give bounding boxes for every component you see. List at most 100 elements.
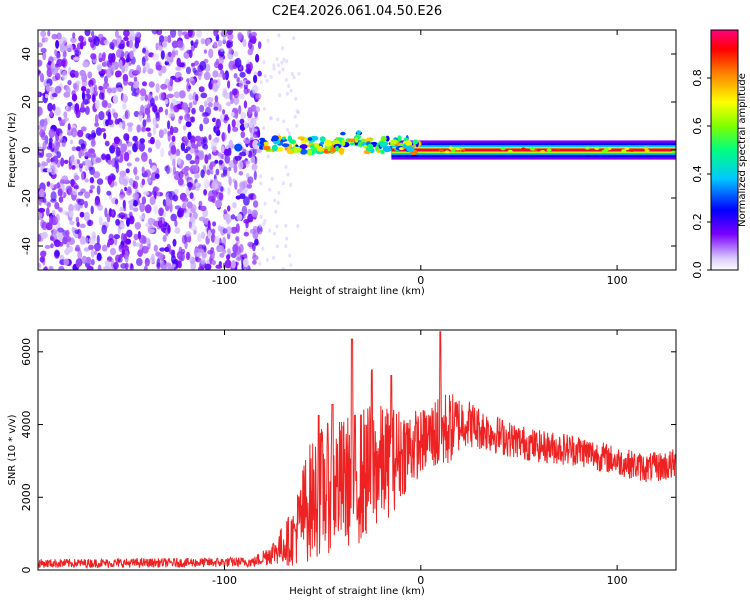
heatmap-cell — [405, 140, 411, 146]
colorbar-tick-label: 0.2 — [691, 213, 704, 231]
heatmap-cell — [221, 145, 225, 153]
heatmap-cell — [330, 147, 337, 153]
heatmap-cell — [98, 216, 103, 226]
x-tick-label: 0 — [417, 574, 424, 587]
heatmap-cell — [38, 42, 43, 48]
heatmap-cell — [101, 61, 107, 67]
heatmap-cell — [83, 247, 90, 252]
heatmap-cell — [61, 175, 69, 182]
heatmap-cell — [183, 136, 189, 142]
heatmap-cell — [241, 205, 248, 216]
heatmap-cell — [259, 215, 263, 219]
heatmap-cell — [81, 90, 86, 101]
heatmap-cell — [214, 235, 220, 245]
heatmap-cell — [448, 146, 454, 150]
heatmap-cell — [126, 229, 133, 238]
colorbar-frame — [710, 29, 739, 271]
heatmap-cell — [215, 118, 221, 129]
heatmap-cell — [170, 145, 177, 155]
heatmap-cell — [174, 128, 179, 133]
heatmap-cell — [168, 249, 176, 255]
heatmap-cell — [555, 148, 561, 152]
heatmap-cell — [231, 260, 236, 269]
heatmap-cell — [177, 260, 182, 269]
heatmap-cell — [103, 266, 111, 270]
heatmap-cell — [230, 214, 236, 220]
heatmap-cell — [58, 241, 64, 247]
heatmap-cell — [74, 175, 80, 181]
heatmap-cell — [284, 244, 288, 249]
heatmap-cell — [273, 198, 277, 203]
heatmap-cell — [76, 221, 80, 227]
heatmap-cell — [206, 97, 214, 103]
spectrogram-cells — [38, 30, 676, 270]
heatmap-cell — [546, 148, 552, 152]
heatmap-cell — [251, 37, 257, 45]
heatmap-cell — [263, 201, 267, 206]
heatmap-cell — [185, 251, 191, 261]
heatmap-cell — [107, 175, 113, 185]
heatmap-cell — [412, 139, 419, 145]
heatmap-cell — [49, 183, 55, 189]
heatmap-cell — [173, 91, 180, 99]
heatmap-cell — [50, 243, 54, 249]
heatmap-cell — [444, 150, 450, 154]
heatmap-cell — [210, 169, 214, 175]
heatmap-cell — [111, 87, 117, 94]
heatmap-cell — [227, 80, 231, 89]
heatmap-cell — [172, 238, 177, 247]
heatmap-cell — [277, 70, 281, 75]
heatmap-cell — [99, 39, 103, 45]
heatmap-cell — [397, 135, 402, 142]
heatmap-cell — [222, 228, 228, 234]
heatmap-cell — [186, 182, 193, 188]
heatmap-cell — [44, 36, 49, 43]
heatmap-cell — [143, 265, 148, 270]
heatmap-cell — [132, 79, 140, 89]
heatmap-cell — [171, 135, 176, 142]
heatmap-cell — [247, 213, 254, 223]
heatmap-cell — [93, 171, 101, 179]
colorbar: 0.0 0.2 0.4 0.6 0.8 Normalized spectral ampl… — [691, 29, 748, 279]
heatmap-cell — [275, 224, 279, 229]
heatmap-cell — [48, 128, 55, 138]
heatmap-cell — [132, 192, 139, 200]
heatmap-cell — [259, 181, 263, 186]
heatmap-cell — [367, 143, 374, 151]
heatmap-cell — [71, 127, 78, 138]
heatmap-cell — [277, 33, 281, 38]
heatmap-cell — [269, 75, 273, 79]
heatmap-cell — [155, 83, 160, 93]
heatmap-cell — [292, 75, 296, 80]
heatmap-cell — [253, 116, 259, 121]
heatmap-cell — [98, 92, 104, 100]
heatmap-cell — [163, 35, 168, 43]
heatmap-cell — [262, 222, 266, 227]
heatmap-cell — [123, 133, 130, 141]
heatmap-cell — [84, 191, 91, 199]
heatmap-cell — [195, 39, 199, 45]
y-tick-label: 0 — [20, 147, 33, 154]
heatmap-cell — [41, 231, 48, 239]
heatmap-cell — [124, 62, 129, 72]
heatmap-cell — [126, 122, 134, 127]
heatmap-cell — [380, 150, 385, 155]
heatmap-cell — [66, 44, 74, 52]
heatmap-cell — [88, 237, 96, 245]
heatmap-cell — [213, 30, 219, 37]
heatmap-cell — [84, 159, 91, 166]
heatmap-cell — [198, 86, 205, 93]
heatmap-cell — [167, 224, 171, 234]
heatmap-cell — [63, 159, 69, 164]
heatmap-cell — [151, 30, 159, 35]
heatmap-cell — [124, 186, 128, 192]
heatmap-cell — [80, 40, 84, 50]
heatmap-cell — [69, 139, 74, 145]
heatmap-cell — [121, 249, 126, 256]
heatmap-cell — [130, 33, 137, 38]
heatmap-cell — [363, 150, 371, 155]
heatmap-cell — [199, 205, 207, 212]
heatmap-cell — [132, 180, 139, 190]
spectrogram-ylabel: Frequency (Hz) — [7, 112, 18, 188]
heatmap-cell — [75, 216, 80, 223]
